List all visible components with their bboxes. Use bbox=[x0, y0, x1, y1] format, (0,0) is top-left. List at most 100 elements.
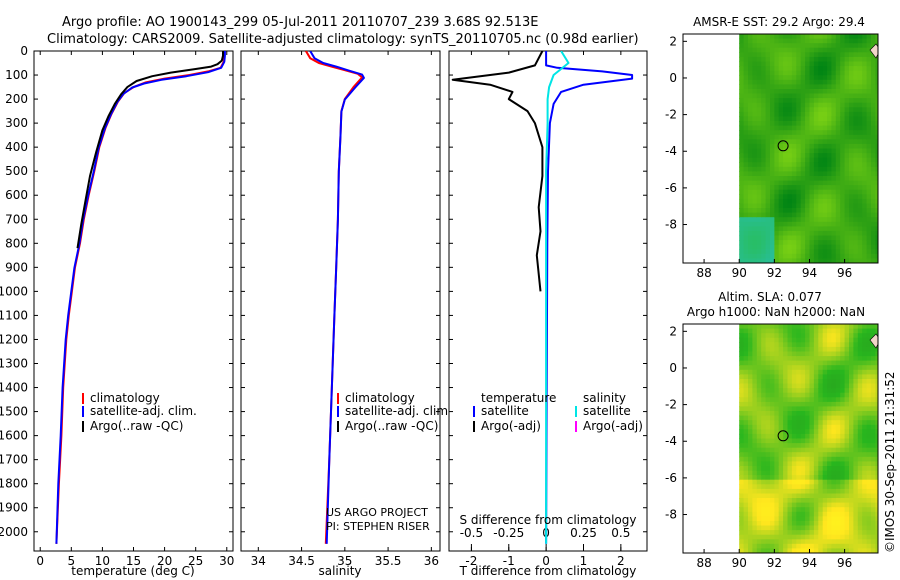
heatmap-cell bbox=[752, 369, 758, 375]
heatmap-cell bbox=[743, 447, 749, 453]
heatmap-cell bbox=[866, 493, 872, 499]
heatmap-cell bbox=[770, 383, 775, 389]
heatmap-cell bbox=[783, 47, 789, 53]
heatmap-cell bbox=[822, 143, 828, 150]
heatmap-cell bbox=[866, 346, 872, 353]
heatmap-cell bbox=[849, 530, 854, 536]
heatmap-cell bbox=[796, 66, 802, 72]
heatmap-cell bbox=[748, 466, 753, 472]
heatmap-cell bbox=[862, 244, 868, 250]
map-x-tick-label: 90 bbox=[732, 556, 747, 570]
heatmap-cell bbox=[743, 466, 749, 472]
heatmap-cell bbox=[765, 194, 771, 200]
heatmap-cell bbox=[857, 502, 863, 508]
heatmap-cell bbox=[756, 66, 762, 72]
heatmap-cell bbox=[827, 176, 833, 182]
heatmap-cell bbox=[791, 171, 797, 177]
heatmap-cell bbox=[853, 530, 859, 536]
heatmap-cell bbox=[743, 383, 749, 389]
heatmap-cell bbox=[770, 253, 775, 259]
heatmap-cell bbox=[778, 360, 784, 366]
heatmap-cell bbox=[827, 84, 833, 90]
heatmap-cell bbox=[840, 543, 846, 549]
heatmap-cell bbox=[840, 351, 846, 357]
heatmap-cell bbox=[748, 346, 753, 353]
heatmap-cell bbox=[787, 47, 793, 53]
heatmap-cell bbox=[761, 530, 767, 536]
heatmap-cell bbox=[791, 185, 797, 191]
heatmap-cell bbox=[774, 374, 780, 380]
heatmap-cell bbox=[827, 356, 833, 362]
heatmap-cell bbox=[783, 461, 789, 467]
heatmap-cell bbox=[783, 520, 789, 527]
heatmap-cell bbox=[827, 143, 833, 150]
heatmap-cell bbox=[862, 116, 868, 122]
heatmap-cell bbox=[857, 534, 863, 540]
heatmap-cell bbox=[853, 452, 859, 458]
heatmap-cell bbox=[866, 516, 872, 522]
heatmap-cell bbox=[787, 461, 793, 467]
heatmap-cell bbox=[800, 153, 806, 159]
heatmap-cell bbox=[796, 253, 802, 259]
heatmap-cell bbox=[743, 116, 749, 122]
heatmap-cell bbox=[796, 392, 802, 398]
heatmap-cell bbox=[787, 369, 793, 375]
y-tick-label: 1900 bbox=[0, 501, 28, 515]
heatmap-cell bbox=[822, 84, 828, 90]
heatmap-cell bbox=[765, 47, 771, 53]
heatmap-cell bbox=[840, 525, 846, 531]
heatmap-cell bbox=[857, 470, 863, 476]
heatmap-cell bbox=[805, 548, 811, 553]
heatmap-cell bbox=[875, 470, 878, 476]
heatmap-cell bbox=[853, 470, 859, 476]
heatmap-cell bbox=[791, 392, 797, 398]
heatmap-cell bbox=[805, 484, 811, 490]
heatmap-cell bbox=[796, 484, 802, 490]
heatmap-cell bbox=[849, 397, 854, 403]
heatmap-cell bbox=[862, 328, 868, 334]
heatmap-cell bbox=[787, 185, 793, 191]
heatmap-cell bbox=[765, 470, 771, 476]
heatmap-cell bbox=[743, 226, 749, 232]
heatmap-cell bbox=[756, 235, 762, 241]
heatmap-cell bbox=[787, 230, 793, 237]
heatmap-cell bbox=[813, 221, 819, 227]
heatmap-cell bbox=[853, 498, 859, 504]
heatmap-cell bbox=[765, 475, 771, 481]
heatmap-cell bbox=[840, 530, 846, 536]
heatmap-cell bbox=[765, 548, 771, 553]
heatmap-cell bbox=[748, 520, 753, 527]
heatmap-cell bbox=[783, 143, 789, 150]
heatmap-cell bbox=[822, 379, 828, 385]
heatmap-cell bbox=[765, 102, 771, 108]
heatmap-cell bbox=[791, 379, 797, 385]
heatmap-cell bbox=[787, 240, 793, 246]
heatmap-cell bbox=[805, 166, 811, 172]
heatmap-cell bbox=[774, 342, 780, 348]
heatmap-cell bbox=[871, 346, 876, 353]
heatmap-cell bbox=[752, 212, 758, 218]
heatmap-cell bbox=[844, 488, 850, 495]
heatmap-cell bbox=[822, 479, 828, 485]
heatmap-cell bbox=[835, 98, 841, 104]
heatmap-cell bbox=[866, 84, 872, 90]
heatmap-cell bbox=[774, 166, 780, 172]
heatmap-cell bbox=[818, 208, 824, 214]
heatmap-cell bbox=[827, 406, 833, 412]
heatmap-cell bbox=[791, 470, 797, 476]
heatmap-cell bbox=[791, 456, 797, 462]
heatmap-cell bbox=[752, 479, 758, 485]
heatmap-cell bbox=[765, 89, 771, 95]
heatmap-cell bbox=[756, 438, 762, 444]
heatmap-cell bbox=[743, 543, 749, 549]
heatmap-cell bbox=[831, 369, 837, 375]
heatmap-cell bbox=[765, 424, 771, 430]
y-tick-label: 0 bbox=[20, 44, 28, 58]
heatmap-cell bbox=[796, 194, 802, 200]
heatmap-cell bbox=[866, 93, 872, 99]
heatmap-cell bbox=[871, 111, 876, 118]
heatmap-cell bbox=[739, 176, 745, 182]
heatmap-cell bbox=[800, 230, 806, 237]
heatmap-cell bbox=[827, 217, 833, 223]
heatmap-cell bbox=[853, 415, 859, 421]
